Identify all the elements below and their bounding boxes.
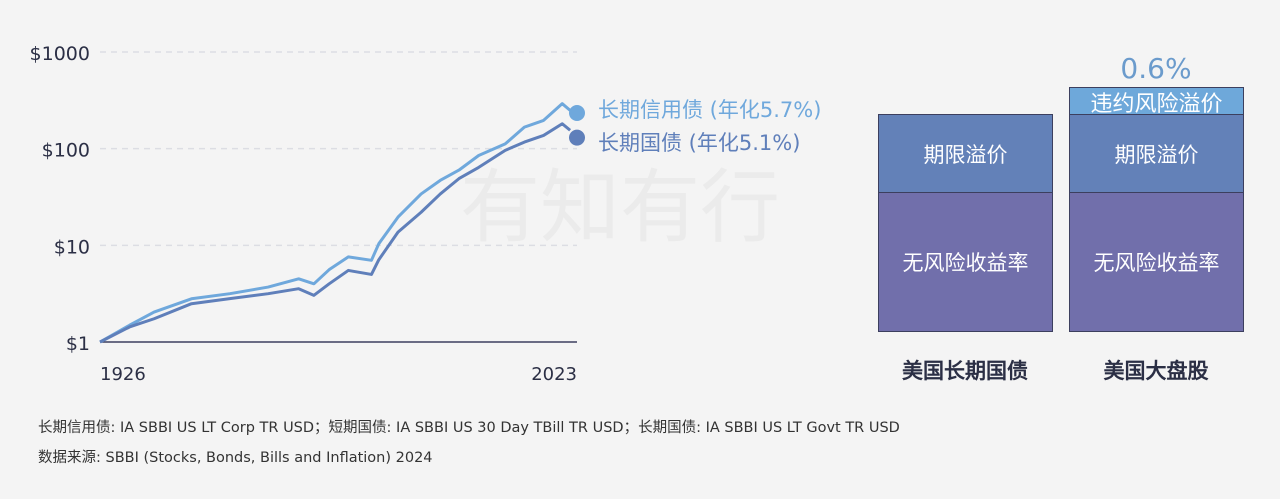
- segment-label: 无风险收益率: [902, 251, 1029, 275]
- y-tick-label: $10: [54, 236, 90, 258]
- series-end-dot: [569, 129, 585, 146]
- series-line: [99, 102, 572, 344]
- legend-label: 长期国债 (年化5.1%): [598, 131, 800, 155]
- y-tick-label: $1: [66, 333, 90, 355]
- watermark: 有知有行: [460, 161, 780, 254]
- bar-equity-term-premium: 期限溢价: [1069, 114, 1244, 194]
- legend-label: 长期信用债 (年化5.7%): [598, 98, 821, 122]
- bar-equity-default-premium: 违约风险溢价: [1069, 87, 1244, 117]
- y-tick-label: $100: [42, 140, 90, 162]
- segment-label: 期限溢价: [923, 143, 1008, 167]
- x-tick-label: 1926: [100, 364, 146, 385]
- x-tick-label: 2023: [531, 364, 577, 385]
- y-tick-label: $1000: [30, 43, 90, 65]
- footnote-source: 数据来源: SBBI (Stocks, Bonds, Bills and Inf…: [38, 450, 433, 466]
- segment-label: 期限溢价: [1114, 143, 1199, 167]
- bar-equity-riskfree: 无风险收益率: [1069, 192, 1244, 332]
- series-line: [99, 122, 572, 344]
- category-label: 美国大盘股: [1103, 359, 1209, 383]
- category-label: 美国长期国债: [902, 359, 1028, 383]
- bar-treasury-term-premium: 期限溢价: [878, 114, 1053, 194]
- footnote-series: 长期信用债: IA SBBI US LT Corp TR USD；短期国债: I…: [38, 420, 900, 436]
- default-premium-annotation: 0.6%: [1120, 52, 1192, 85]
- segment-label: 无风险收益率: [1093, 251, 1220, 275]
- series-end-dot: [569, 104, 585, 121]
- segment-label: 违约风险溢价: [1090, 91, 1223, 117]
- bar-treasury-riskfree: 无风险收益率: [878, 192, 1053, 332]
